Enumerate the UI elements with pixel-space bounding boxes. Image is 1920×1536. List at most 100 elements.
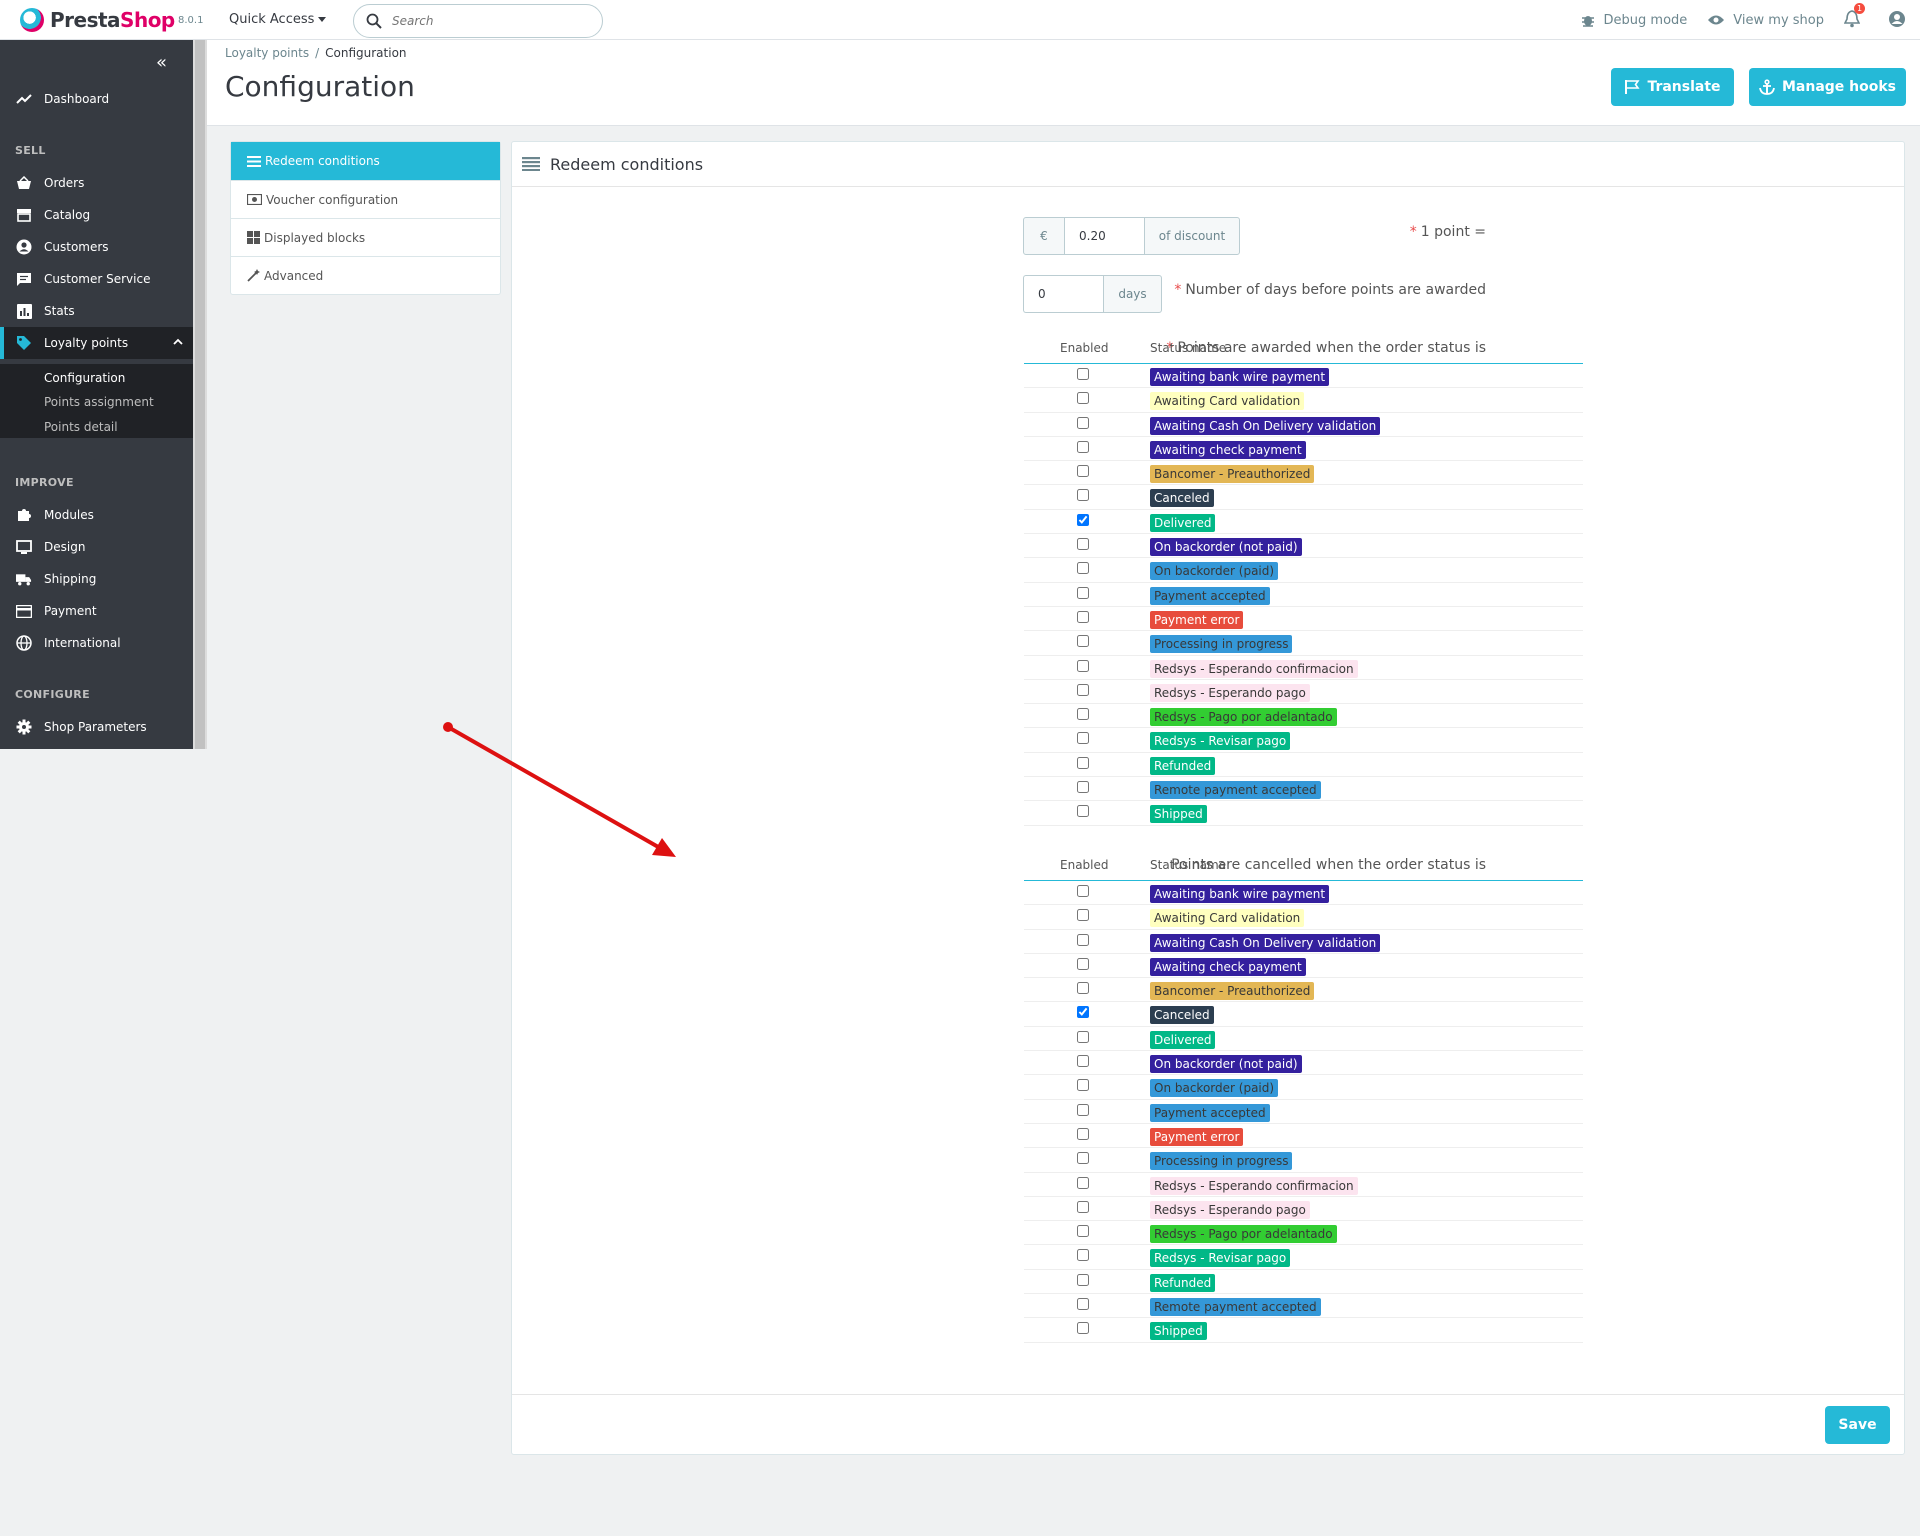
sidebar-item-shipping[interactable]: Shipping xyxy=(0,563,193,595)
tab-label: Advanced xyxy=(264,268,324,283)
debug-mode-link[interactable]: Debug mode xyxy=(1580,12,1687,28)
status-enabled-checkbox[interactable] xyxy=(1077,933,1089,946)
status-row: Canceled xyxy=(1024,485,1583,510)
status-name-badge: Shipped xyxy=(1150,805,1207,824)
bug-icon xyxy=(1581,16,1594,27)
sidebar-item-stats[interactable]: Stats xyxy=(0,295,193,327)
status-enabled-checkbox[interactable] xyxy=(1077,756,1089,769)
translate-button[interactable]: Translate xyxy=(1611,68,1734,106)
status-enabled-checkbox[interactable] xyxy=(1077,368,1089,380)
sidebar-item-loyalty-points[interactable]: Loyalty points xyxy=(0,327,193,359)
sidebar-item-customer-service[interactable]: Customer Service xyxy=(0,263,193,295)
sidebar-item-payment[interactable]: Payment xyxy=(0,595,193,627)
status-name-badge: On backorder (not paid) xyxy=(1150,1055,1302,1074)
logo-text: PrestaShop xyxy=(50,8,175,32)
scrollbar-thumb[interactable] xyxy=(195,40,205,749)
employee-avatar[interactable] xyxy=(1888,10,1906,31)
sidebar-item-international[interactable]: International xyxy=(0,627,193,659)
sidebar-item-catalog[interactable]: Catalog xyxy=(0,199,193,231)
list-icon xyxy=(522,157,540,171)
status-enabled-checkbox[interactable] xyxy=(1077,957,1089,970)
status-row: Remote payment accepted xyxy=(1024,777,1583,802)
status-enabled-checkbox[interactable] xyxy=(1077,885,1089,897)
status-enabled-checkbox[interactable] xyxy=(1077,909,1089,922)
submenu-points-detail[interactable]: Points detail xyxy=(44,420,118,434)
sidebar-item-modules[interactable]: Modules xyxy=(0,499,193,531)
submenu-configuration[interactable]: Configuration xyxy=(44,371,126,385)
tab-displayed-blocks[interactable]: Displayed blocks xyxy=(231,218,500,256)
status-enabled-checkbox[interactable] xyxy=(1077,683,1089,696)
sidebar-item-dashboard[interactable]: Dashboard xyxy=(0,83,193,115)
page-header: Loyalty points / Configuration Configurati… xyxy=(207,40,1920,126)
sidebar-item-design[interactable]: Design xyxy=(0,531,193,563)
status-enabled-checkbox[interactable] xyxy=(1077,659,1089,672)
breadcrumb: Loyalty points / Configuration xyxy=(225,46,407,60)
status-enabled-checkbox[interactable] xyxy=(1077,1055,1089,1068)
sidebar-item-label: Orders xyxy=(44,176,85,190)
sidebar-item-customers[interactable]: Customers xyxy=(0,231,193,263)
days-input[interactable] xyxy=(1023,275,1103,313)
status-name-badge: Awaiting check payment xyxy=(1150,440,1306,459)
status-name-badge: Payment error xyxy=(1150,1127,1244,1146)
status-enabled-checkbox[interactable] xyxy=(1077,513,1089,526)
sidebar-scrollbar[interactable] xyxy=(193,40,207,749)
quick-access-dropdown[interactable]: Quick Access xyxy=(229,12,327,27)
status-enabled-checkbox[interactable] xyxy=(1077,982,1089,995)
status-enabled-checkbox[interactable] xyxy=(1077,635,1089,648)
manage-hooks-button[interactable]: Manage hooks xyxy=(1749,68,1906,106)
status-enabled-checkbox[interactable] xyxy=(1077,805,1089,818)
status-enabled-checkbox[interactable] xyxy=(1077,610,1089,623)
tab-voucher-configuration[interactable]: Voucher configuration xyxy=(231,180,500,218)
search-input[interactable] xyxy=(392,14,582,28)
status-enabled-checkbox[interactable] xyxy=(1077,1152,1089,1165)
status-enabled-checkbox[interactable] xyxy=(1077,781,1089,794)
view-shop-link[interactable]: View my shop xyxy=(1707,13,1824,28)
prestashop-logo[interactable]: PrestaShop xyxy=(20,8,175,32)
status-enabled-checkbox[interactable] xyxy=(1077,1249,1089,1262)
status-enabled-checkbox[interactable] xyxy=(1077,1079,1089,1092)
save-button[interactable]: Save xyxy=(1825,1406,1890,1444)
status-enabled-checkbox[interactable] xyxy=(1077,1127,1089,1140)
point-value-label: * 1 point = xyxy=(1409,224,1486,240)
status-enabled-checkbox[interactable] xyxy=(1077,1298,1089,1311)
status-enabled-checkbox[interactable] xyxy=(1077,708,1089,721)
status-enabled-checkbox[interactable] xyxy=(1077,465,1089,478)
sidebar-item-shop-parameters[interactable]: Shop Parameters xyxy=(0,711,193,743)
view-shop-label: View my shop xyxy=(1733,12,1824,28)
status-enabled-checkbox[interactable] xyxy=(1077,732,1089,745)
status-enabled-checkbox[interactable] xyxy=(1077,538,1089,551)
status-row: Payment accepted xyxy=(1024,583,1583,607)
account-circle-icon xyxy=(16,239,32,255)
status-enabled-checkbox[interactable] xyxy=(1077,392,1089,405)
collapse-sidebar-icon[interactable]: « xyxy=(156,52,168,73)
tab-redeem-conditions[interactable]: Redeem conditions xyxy=(231,142,500,180)
status-enabled-checkbox[interactable] xyxy=(1077,1103,1089,1116)
point-value-input[interactable] xyxy=(1065,217,1144,255)
sidebar-item-label: Modules xyxy=(44,508,94,522)
status-enabled-checkbox[interactable] xyxy=(1077,1273,1089,1286)
status-enabled-checkbox[interactable] xyxy=(1077,1030,1089,1043)
status-enabled-checkbox[interactable] xyxy=(1077,1006,1089,1019)
status-row: Redsys - Pago por adelantado xyxy=(1024,1221,1583,1246)
status-enabled-checkbox[interactable] xyxy=(1077,1322,1089,1335)
status-enabled-checkbox[interactable] xyxy=(1077,586,1089,599)
notifications-button[interactable]: 1 xyxy=(1843,2,1865,31)
status-enabled-checkbox[interactable] xyxy=(1077,1176,1089,1189)
status-enabled-checkbox[interactable] xyxy=(1077,489,1089,502)
sidebar-item-label: Catalog xyxy=(44,208,91,222)
status-name-badge: Processing in progress xyxy=(1150,635,1293,654)
status-enabled-checkbox[interactable] xyxy=(1077,562,1089,575)
sidebar-item-orders[interactable]: Orders xyxy=(0,167,193,199)
currency-addon: € xyxy=(1023,217,1065,255)
status-enabled-checkbox[interactable] xyxy=(1077,1225,1089,1238)
status-enabled-checkbox[interactable] xyxy=(1077,1200,1089,1213)
money-icon xyxy=(247,194,262,205)
status-enabled-checkbox[interactable] xyxy=(1077,440,1089,453)
table-header: Enabled Status name xyxy=(1024,339,1583,364)
submenu-points-assignment[interactable]: Points assignment xyxy=(44,395,154,409)
search-box[interactable] xyxy=(353,4,603,38)
breadcrumb-parent-link[interactable]: Loyalty points xyxy=(225,46,310,60)
status-enabled-checkbox[interactable] xyxy=(1077,416,1089,429)
days-addon: days xyxy=(1103,275,1162,313)
tab-advanced[interactable]: Advanced xyxy=(231,256,500,294)
